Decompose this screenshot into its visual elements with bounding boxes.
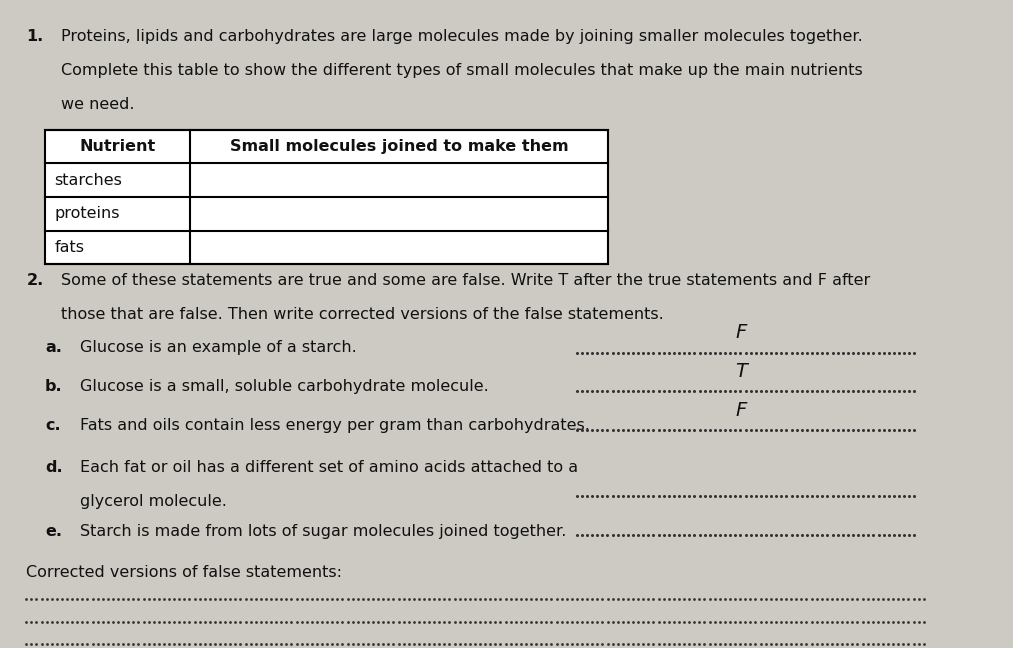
Text: 2.: 2. <box>26 273 44 288</box>
Text: Starch is made from lots of sugar molecules joined together.: Starch is made from lots of sugar molecu… <box>80 524 566 538</box>
Text: those that are false. Then write corrected versions of the false statements.: those that are false. Then write correct… <box>61 307 664 322</box>
Text: Complete this table to show the different types of small molecules that make up : Complete this table to show the differen… <box>61 63 863 78</box>
Text: Each fat or oil has a different set of amino acids attached to a: Each fat or oil has a different set of a… <box>80 460 577 475</box>
Text: F: F <box>735 401 747 420</box>
Text: Glucose is an example of a starch.: Glucose is an example of a starch. <box>80 340 357 355</box>
Text: 1.: 1. <box>26 29 44 44</box>
Text: c.: c. <box>45 418 61 433</box>
Text: T: T <box>734 362 747 381</box>
Text: a.: a. <box>45 340 62 355</box>
Text: e.: e. <box>45 524 62 538</box>
Text: Nutrient: Nutrient <box>80 139 156 154</box>
Text: Corrected versions of false statements:: Corrected versions of false statements: <box>26 565 342 580</box>
Text: d.: d. <box>45 460 63 475</box>
Text: b.: b. <box>45 379 63 394</box>
Text: glycerol molecule.: glycerol molecule. <box>80 494 227 509</box>
Text: F: F <box>735 323 747 342</box>
Text: Proteins, lipids and carbohydrates are large molecules made by joining smaller m: Proteins, lipids and carbohydrates are l… <box>61 29 863 44</box>
Text: Fats and oils contain less energy per gram than carbohydrates.: Fats and oils contain less energy per gr… <box>80 418 590 433</box>
Text: Some of these statements are true and some are false. Write T after the true sta: Some of these statements are true and so… <box>61 273 870 288</box>
Text: Small molecules joined to make them: Small molecules joined to make them <box>230 139 568 154</box>
Text: proteins: proteins <box>55 206 120 222</box>
Text: fats: fats <box>55 240 84 255</box>
Text: Glucose is a small, soluble carbohydrate molecule.: Glucose is a small, soluble carbohydrate… <box>80 379 488 394</box>
Text: starches: starches <box>55 172 123 188</box>
Text: we need.: we need. <box>61 97 135 111</box>
Bar <box>45 130 608 264</box>
